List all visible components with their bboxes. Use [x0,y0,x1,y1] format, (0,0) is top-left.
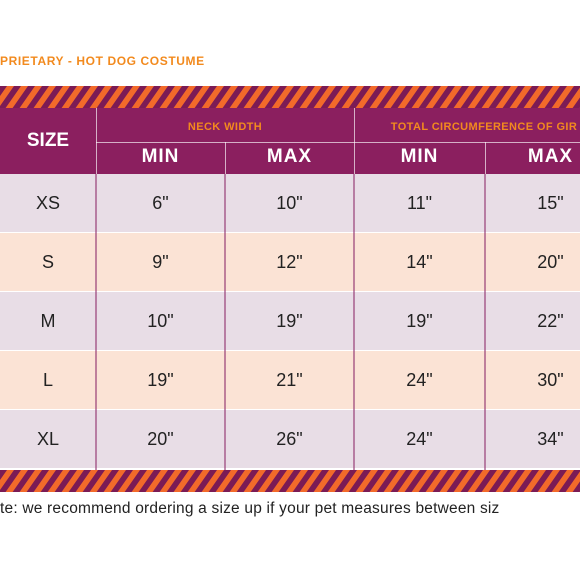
header-divider [225,142,226,174]
girth-max-cell: 34" [537,429,564,449]
neck-min-cell: 19" [147,370,174,390]
size-cell: M [40,311,56,331]
size-cell: XS [35,193,60,213]
neck-max-cell: 12" [276,252,303,272]
girth-min-cell: 11" [406,193,433,213]
header-divider [485,142,486,174]
neck-min-cell: 10" [147,311,174,331]
girth-max-cell: 15" [537,193,564,213]
girth-max-cell: 22" [537,311,564,331]
girth-header: TOTAL CIRCUMFERENCE OF GIR [390,121,578,133]
top-stripe-band [0,86,580,108]
neck-max-cell: 19" [276,311,303,331]
column-divider [95,174,97,470]
table-row: S 9" 12" 14" 20" [0,233,580,292]
chart-title: PRIETARY - HOT DOG COSTUME [0,54,205,68]
girth-min-cell: 14" [406,252,433,272]
girth-min-cell: 19" [406,311,433,331]
table-body: XS 6" 10" 11" 15" S 9" 12" 14" 20" M 10"… [0,174,580,470]
table-row: M 10" 19" 19" 22" [0,292,580,351]
neck-min-header: MIN [141,146,180,167]
girth-min-cell: 24" [406,370,433,390]
girth-min-cell: 24" [406,429,433,449]
neck-max-cell: 26" [276,429,303,449]
girth-max-cell: 30" [537,370,564,390]
girth-max-header: MAX [527,146,574,167]
girth-max-cell: 20" [537,252,564,272]
sizing-note: te: we recommend ordering a size up if y… [0,500,500,517]
header-divider [354,108,355,174]
table-row: XL 20" 26" 24" 34" [0,410,580,469]
size-cell: XL [36,429,60,449]
size-cell: S [41,252,54,272]
neck-min-cell: 6" [152,193,169,213]
size-cell: L [42,370,53,390]
header-divider [96,108,97,174]
table-row: XS 6" 10" 11" 15" [0,174,580,233]
table-row: L 19" 21" 24" 30" [0,351,580,410]
neck-min-cell: 20" [147,429,174,449]
neck-width-header: NECK WIDTH [187,121,263,133]
column-divider [484,174,486,470]
column-divider [353,174,355,470]
size-column-header: SIZE [26,130,70,151]
bottom-stripe-band [0,470,580,492]
column-divider [224,174,226,470]
neck-max-cell: 10" [276,193,303,213]
neck-max-header: MAX [266,146,313,167]
table-header: SIZE NECK WIDTH TOTAL CIRCUMFERENCE OF G… [0,108,580,174]
girth-min-header: MIN [400,146,439,167]
header-divider [96,142,580,143]
neck-min-cell: 9" [152,252,169,272]
neck-max-cell: 21" [276,370,303,390]
